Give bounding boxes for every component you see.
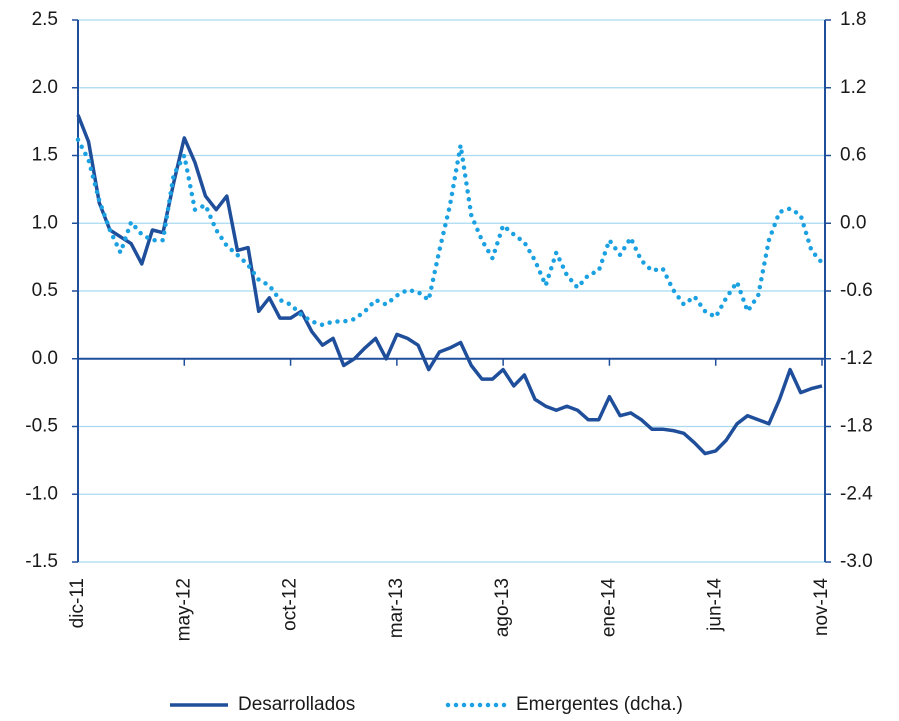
y-tick-label: -1.0: [25, 483, 58, 504]
x-tick-label: jun-14: [705, 578, 726, 632]
x-tick-label: nov-14: [811, 578, 832, 637]
legend-label: Emergentes (dcha.): [516, 694, 683, 715]
series-line: [76, 114, 823, 456]
y2-tick-label: -2.4: [840, 483, 873, 504]
y-tick-label: 0.0: [32, 348, 58, 369]
y2-tick-label: 0.0: [840, 212, 866, 233]
y-tick-label: 2.0: [32, 77, 58, 98]
y-tick-label: 1.0: [32, 212, 58, 233]
y-tick-label: 2.5: [32, 9, 58, 30]
x-tick-label: mar-13: [386, 578, 407, 638]
y2-tick-label: -1.2: [840, 348, 873, 369]
y2-tick-label: 0.6: [840, 145, 866, 166]
y-tick-label: 1.5: [32, 145, 58, 166]
y-tick-label: 0.5: [32, 280, 58, 301]
x-tick-label: ago-13: [492, 578, 513, 637]
legend-label: Desarrollados: [238, 694, 355, 715]
x-tick-label: oct-12: [280, 578, 301, 631]
y2-tick-label: -1.8: [840, 416, 873, 437]
series-line: [75, 137, 825, 328]
x-tick-label: may-12: [173, 578, 194, 641]
y2-tick-label: -0.6: [840, 280, 873, 301]
x-tick-label: dic-11: [67, 578, 88, 628]
y-tick-label: -1.5: [25, 551, 58, 572]
y2-tick-label: -3.0: [840, 551, 873, 572]
y2-tick-label: 1.8: [840, 9, 866, 30]
x-tick-label: ene-14: [598, 578, 619, 638]
y2-tick-label: 1.2: [840, 77, 866, 98]
y-tick-label: -0.5: [25, 416, 58, 437]
